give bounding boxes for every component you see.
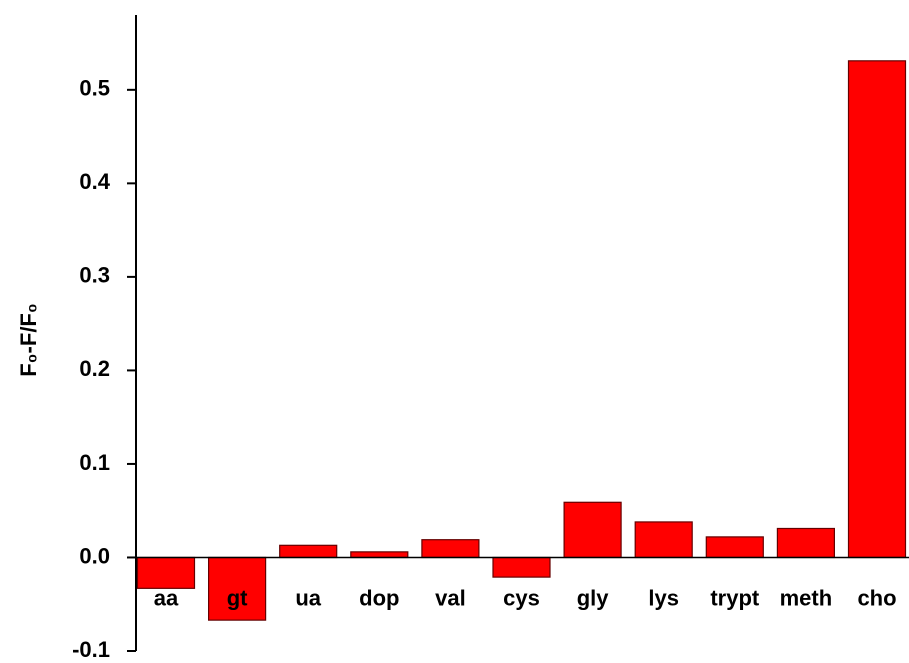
bar xyxy=(421,539,480,559)
bar xyxy=(279,544,338,559)
y-tick-label: 0.3 xyxy=(79,263,110,288)
x-tick-label: trypt xyxy=(710,585,760,610)
x-tick-label: ua xyxy=(295,585,321,610)
bar xyxy=(492,556,551,578)
bar xyxy=(705,536,764,559)
bar xyxy=(208,556,267,621)
x-tick-label: aa xyxy=(154,585,179,610)
x-tick-label: meth xyxy=(780,585,833,610)
x-tick-label: lys xyxy=(648,585,679,610)
x-tick-label: gly xyxy=(577,585,610,610)
bar xyxy=(563,501,622,559)
x-tick-label: cys xyxy=(503,585,540,610)
x-tick-label: dop xyxy=(359,585,399,610)
y-tick-label: 0.1 xyxy=(79,450,110,475)
y-tick-label: 0.5 xyxy=(79,76,110,101)
bar xyxy=(847,60,907,559)
bar xyxy=(350,551,409,559)
y-tick-label: -0.1 xyxy=(72,637,110,662)
x-tick-label: gt xyxy=(227,585,248,610)
bar xyxy=(136,556,196,589)
y-tick-label: 0.4 xyxy=(79,169,110,194)
y-tick-label: 0.0 xyxy=(79,543,110,568)
y-axis-label: F₀-F/F₀ xyxy=(16,303,41,377)
bar xyxy=(776,527,836,559)
x-tick-label: cho xyxy=(857,585,896,610)
y-tick-label: 0.2 xyxy=(79,356,110,381)
bar xyxy=(634,521,693,559)
x-tick-label: val xyxy=(435,585,466,610)
